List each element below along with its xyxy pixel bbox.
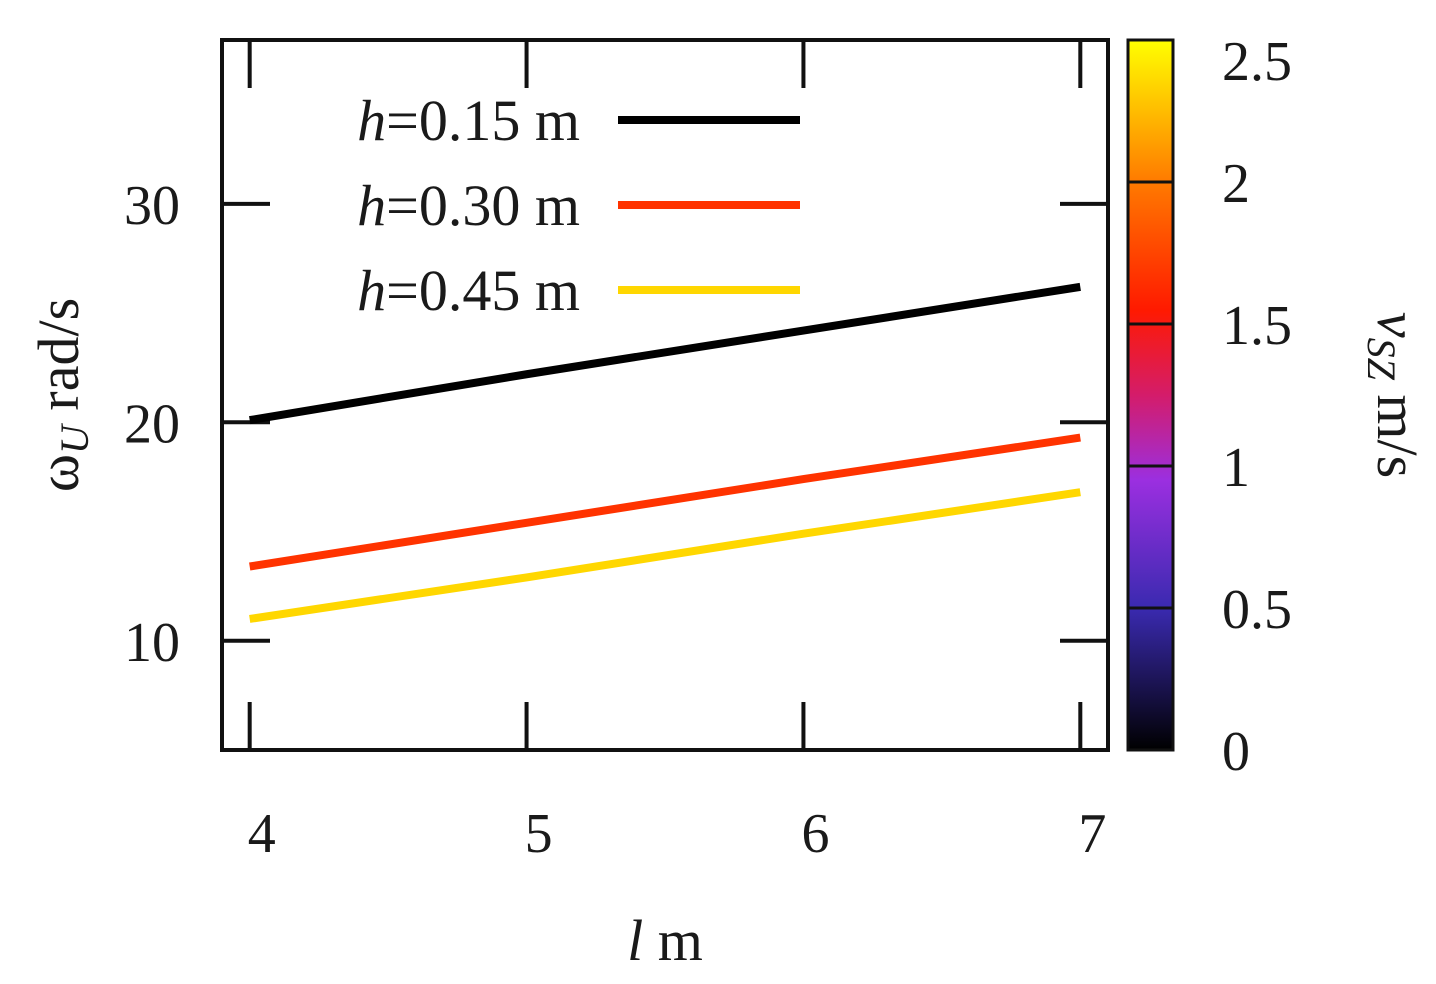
plot-frame	[220, 38, 1110, 752]
colorbar-gradient	[1126, 38, 1175, 752]
colorbar-variable: v	[1365, 312, 1430, 338]
x-axis-variable: l	[627, 908, 643, 973]
colorbar-label: vSZ m/s	[1359, 312, 1430, 478]
colorbar-tick-label: 2	[1222, 153, 1250, 215]
series-line-2	[249, 433, 1081, 571]
y-axis-ticks: 10 20 30	[124, 175, 1108, 674]
legend: h=0.15 m h=0.30 m h=0.45 m	[357, 88, 800, 323]
x-tick-label: 5	[525, 803, 553, 865]
series-line-1	[249, 282, 1081, 425]
colorbar-tick-label: 0	[1222, 721, 1250, 783]
y-axis-variable: ω	[26, 454, 91, 492]
colorbar-tick-label: 1.5	[1222, 295, 1292, 357]
colorbar-unit: m/s	[1365, 394, 1430, 478]
y-tick-label: 10	[124, 612, 180, 674]
x-tick-label: 6	[801, 803, 829, 865]
y-tick-label: 30	[124, 175, 180, 237]
x-axis-unit: m	[658, 908, 703, 973]
y-axis-subscript: U	[52, 422, 97, 454]
y-axis-label: ωU rad/s	[26, 298, 97, 492]
colorbar-tick-label: 2.5	[1222, 31, 1292, 93]
x-tick-label: 7	[1078, 803, 1106, 865]
colorbar: 0 0.5 1 1.5 2 2.5	[1126, 31, 1292, 783]
legend-label-3: h=0.45 m	[357, 258, 580, 323]
colorbar-tick-label: 1	[1222, 437, 1250, 499]
x-tick-label: 4	[248, 803, 276, 865]
colorbar-tick-label: 0.5	[1222, 579, 1292, 641]
legend-label-1: h=0.15 m	[357, 88, 580, 153]
x-axis-ticks: 4 5 6 7	[247, 40, 1106, 865]
x-axis-label: l m	[627, 908, 703, 973]
series-line-3	[249, 488, 1081, 623]
legend-label-2: h=0.30 m	[357, 173, 580, 238]
series-lines	[249, 282, 1081, 623]
y-axis-unit: rad/s	[26, 298, 91, 411]
colorbar-subscript: SZ	[1359, 338, 1404, 381]
y-tick-label: 20	[124, 393, 180, 455]
